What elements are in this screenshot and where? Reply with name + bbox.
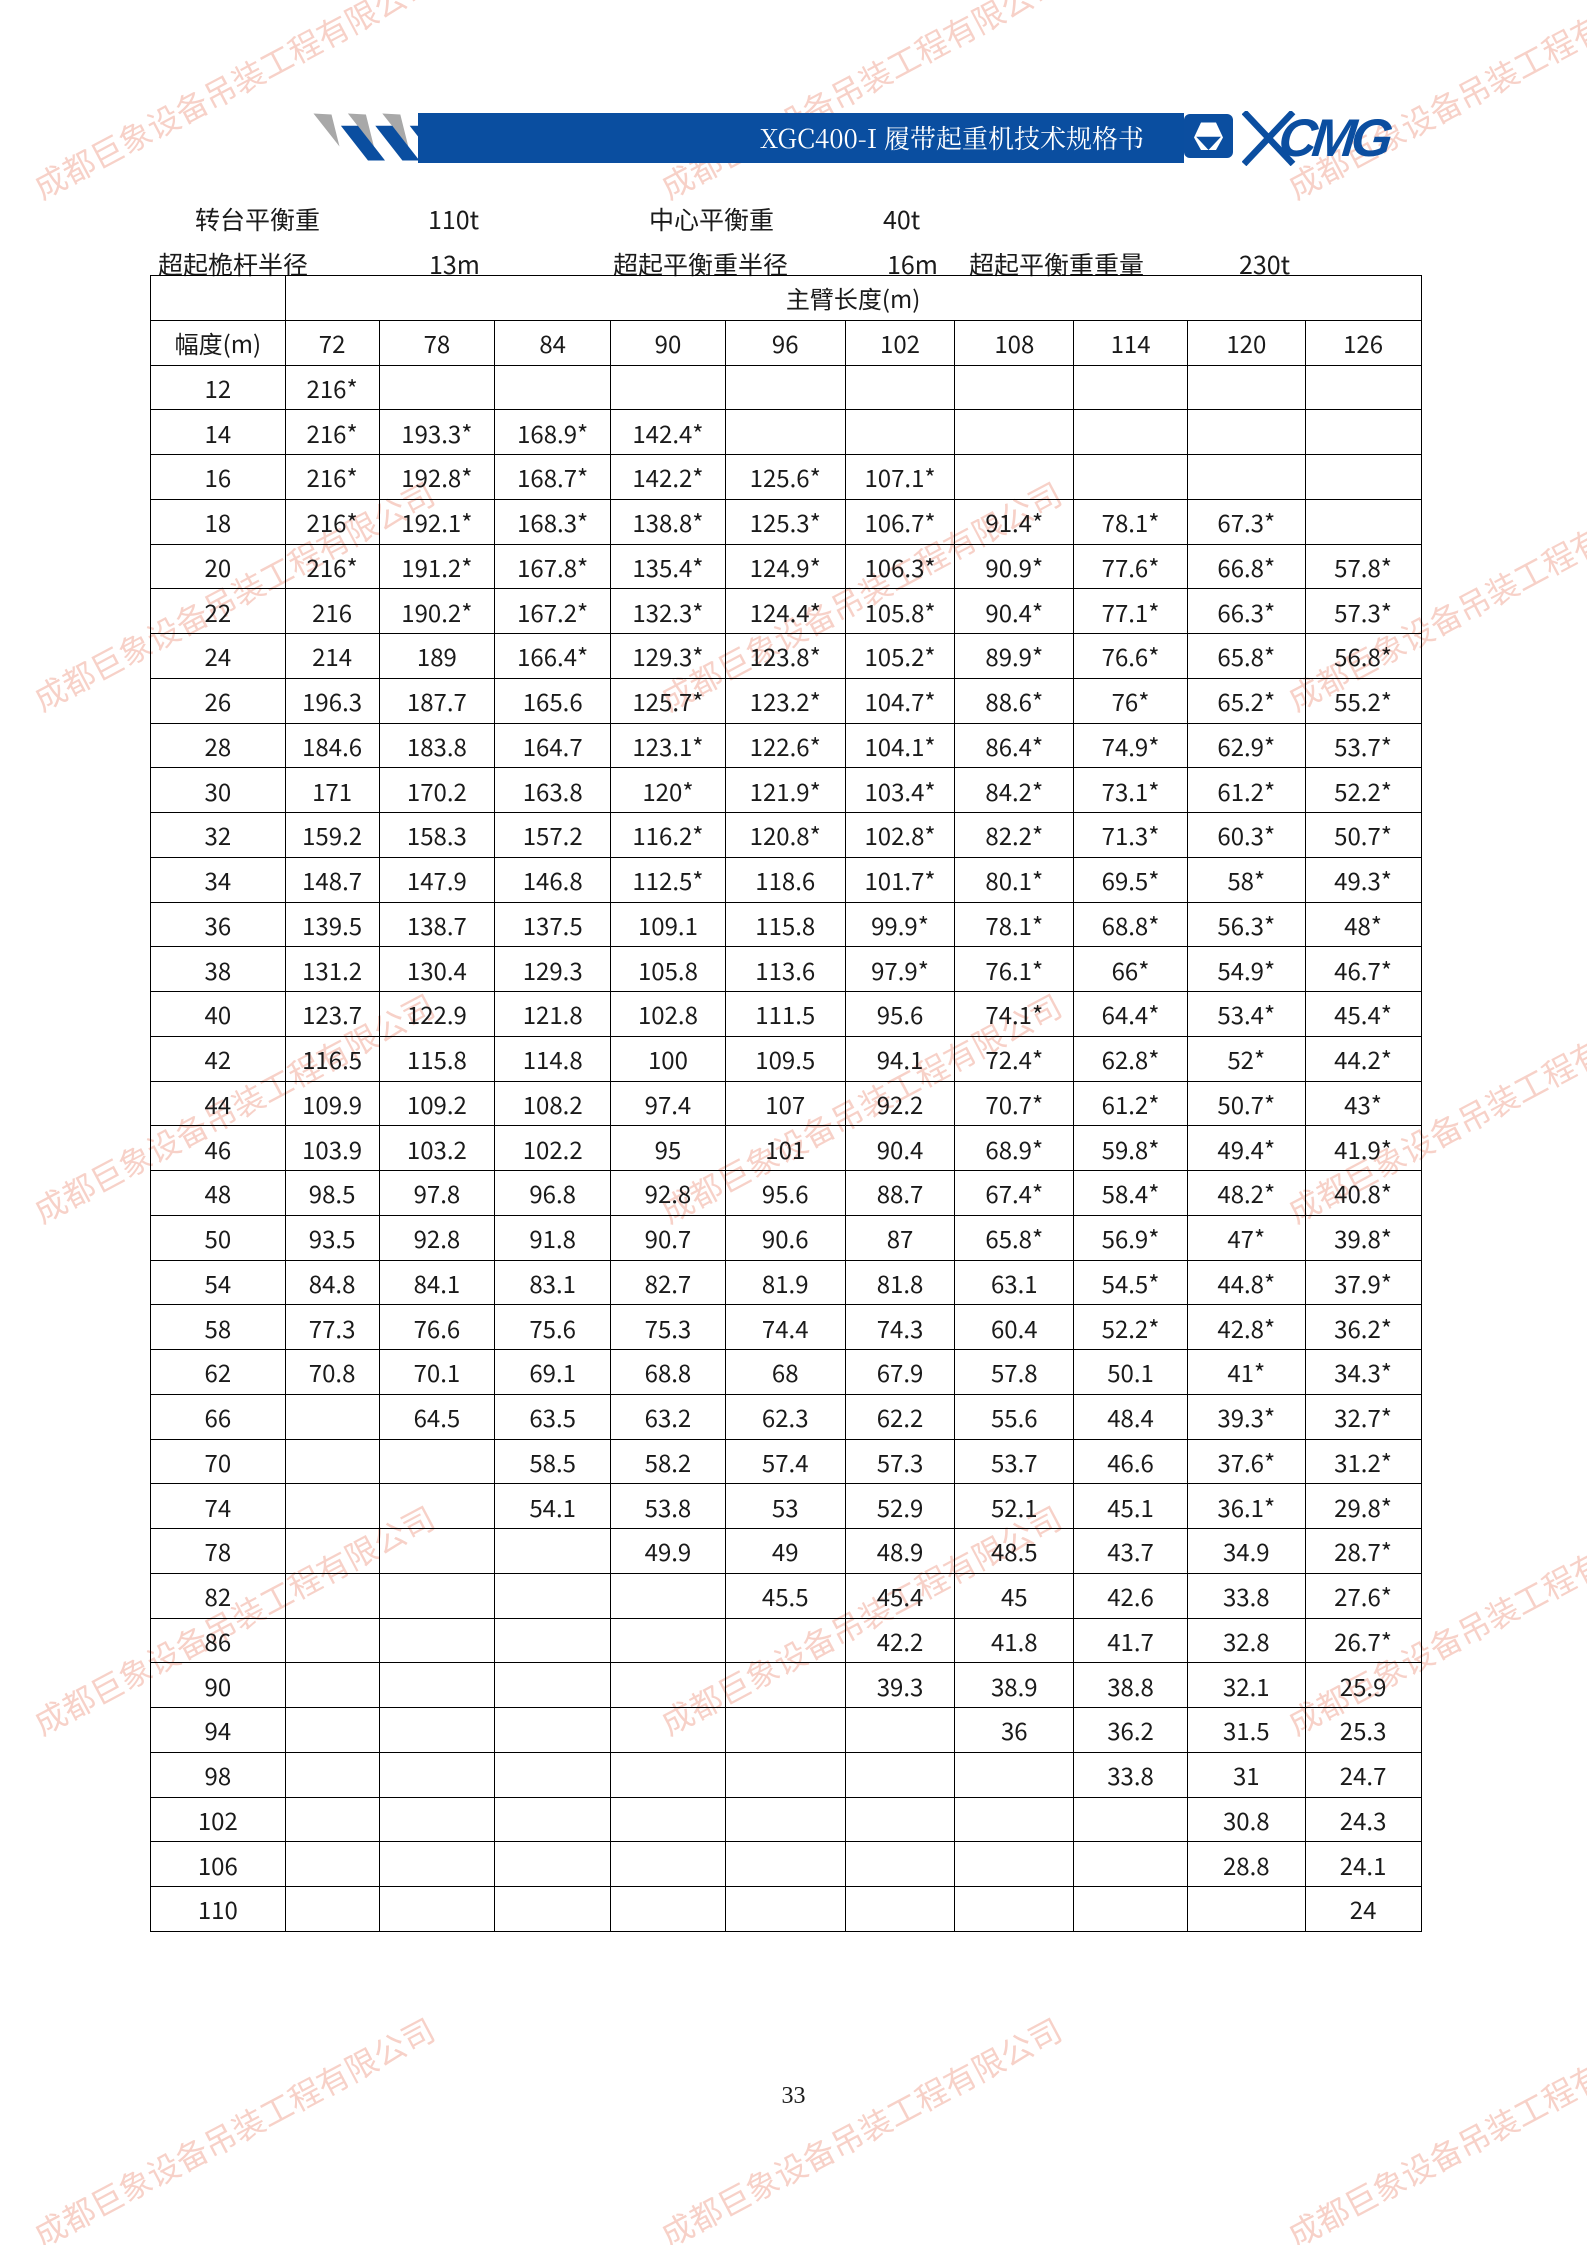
svg-text:CMG: CMG bbox=[1276, 111, 1394, 166]
